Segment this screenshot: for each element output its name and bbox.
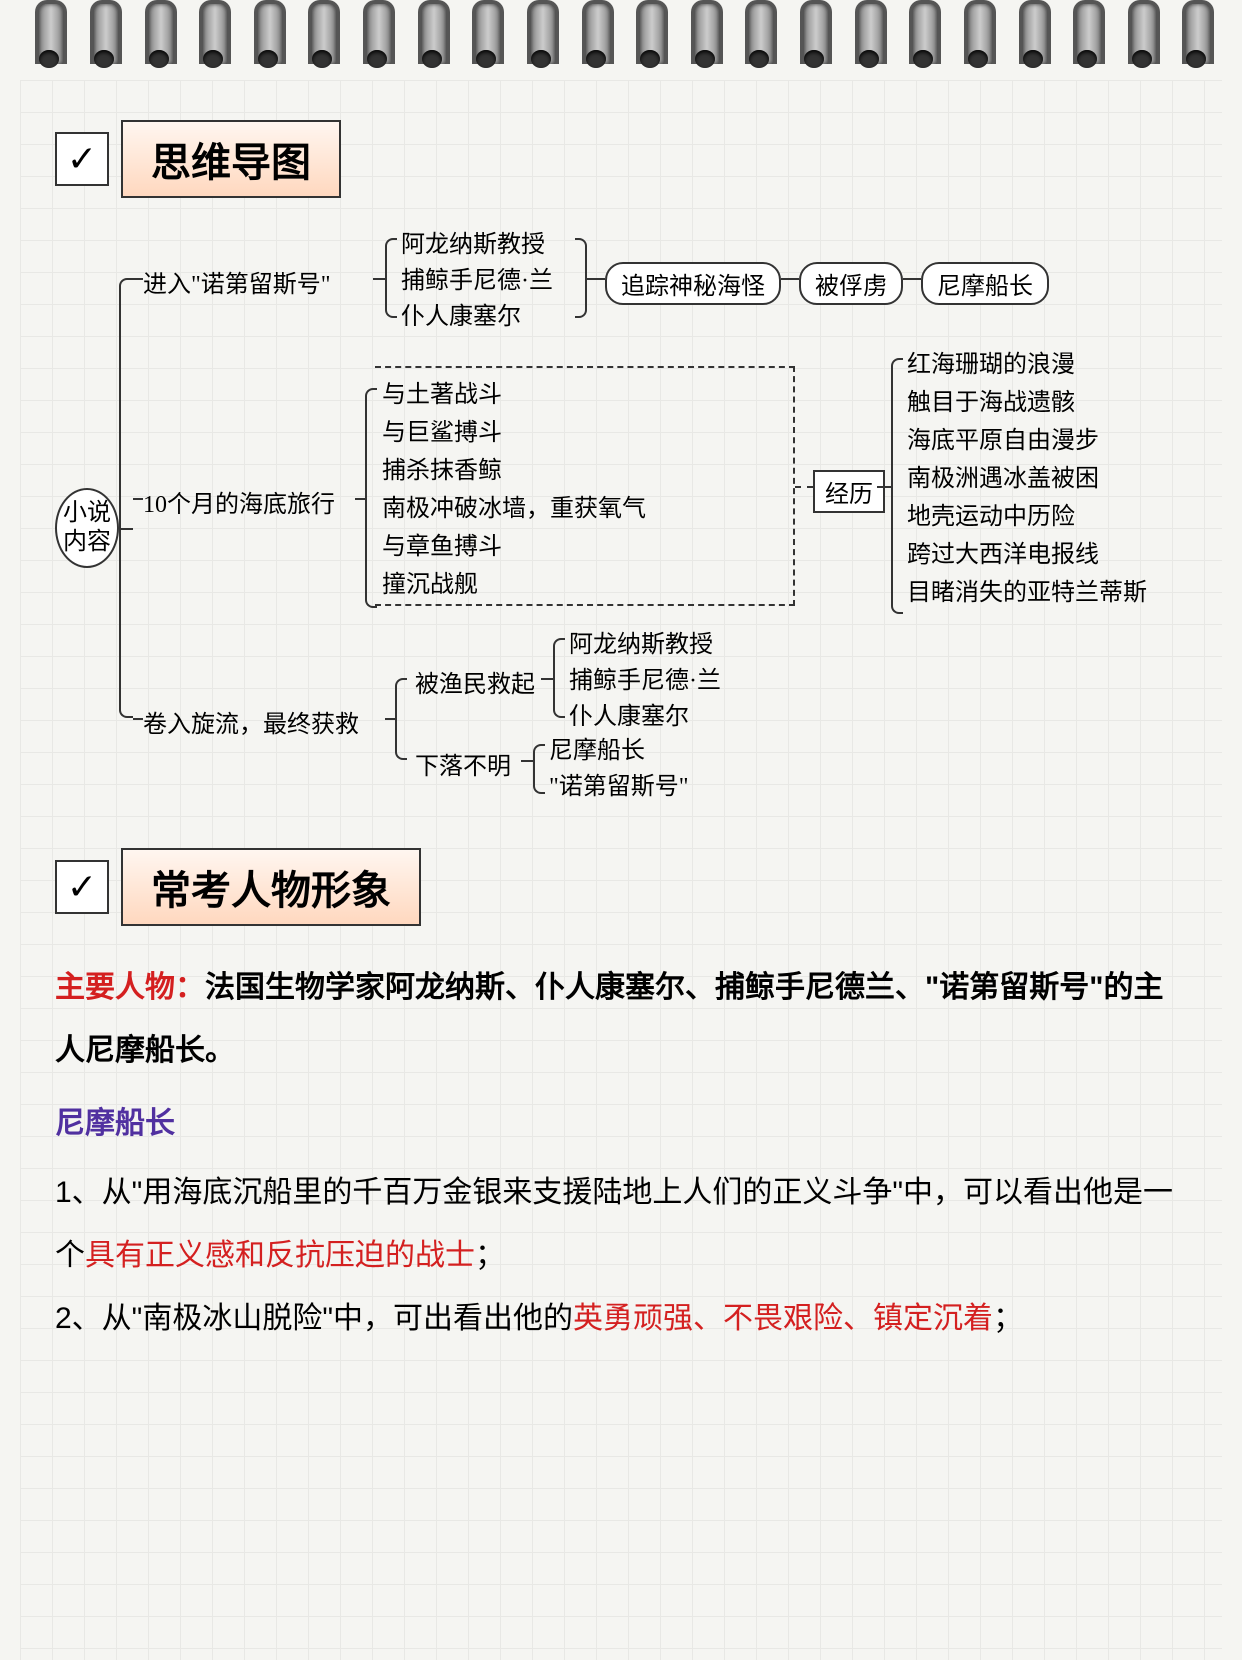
branch1-label: 进入"诺第留斯号" [143, 264, 331, 299]
main-content: 法国生物学家阿龙纳斯、仆人康塞尔、捕鲸手尼德兰、"诺第留斯号"的主人尼摩船长。 [55, 971, 1163, 1067]
exp-6: 目睹消失的亚特兰蒂斯 [907, 572, 1147, 607]
b3s2-1: "诺第留斯号" [549, 766, 689, 801]
p2a: 2、从"南极冰山脱险"中，可出看出他的 [55, 1302, 573, 1335]
notebook-binding [0, 0, 1242, 85]
p2c: ； [993, 1302, 1023, 1335]
b3-sub1: 被渔民救起 [415, 664, 535, 699]
branch2-label: 10个月的海底旅行 [143, 484, 335, 519]
exp-3: 南极洲遇冰盖被困 [907, 458, 1099, 493]
root-node: 小说 内容 [55, 488, 119, 568]
checkmark-icon-2: ✓ [55, 860, 109, 914]
b3-sub2: 下落不明 [415, 746, 511, 781]
chain-1: 被俘虏 [799, 262, 903, 305]
b1-person-0: 阿龙纳斯教授 [401, 224, 545, 259]
mind-map: 小说 内容 进入"诺第留斯号" 阿龙纳斯教授 捕鲸手尼德·兰 仆人康塞尔 追踪神… [55, 228, 1187, 838]
b3s2-0: 尼摩船长 [549, 730, 645, 765]
section-header-1: ✓ 思维导图 [55, 120, 1187, 198]
b3s1-2: 仆人康塞尔 [569, 696, 689, 731]
b3s1-1: 捕鲸手尼德·兰 [569, 660, 721, 695]
b1-person-1: 捕鲸手尼德·兰 [401, 260, 553, 295]
branch3-label: 卷入旋流，最终获救 [143, 704, 359, 739]
b3s1-0: 阿龙纳斯教授 [569, 624, 713, 659]
checkmark-icon: ✓ [55, 132, 109, 186]
section-title-2: 常考人物形象 [121, 848, 421, 926]
p2b: 英勇顽强、不畏艰险、镇定沉着 [573, 1302, 993, 1335]
exp-1: 触目于海战遗骸 [907, 382, 1075, 417]
p1b: 具有正义感和反抗压迫的战士 [85, 1239, 475, 1272]
chain-0: 追踪神秘海怪 [605, 262, 781, 305]
exp-2: 海底平原自由漫步 [907, 420, 1099, 455]
page-content: ✓ 思维导图 小说 内容 进入"诺第留斯号" 阿龙纳斯教授 捕鲸手尼德·兰 仆人… [0, 100, 1242, 1370]
nemo-title: 尼摩船长 [55, 1092, 1187, 1155]
exp-5: 跨过大西洋电报线 [907, 534, 1099, 569]
exp-label: 经历 [813, 470, 885, 513]
p1c: ； [475, 1239, 505, 1272]
exp-0: 红海珊瑚的浪漫 [907, 344, 1075, 379]
section-title-1: 思维导图 [121, 120, 341, 198]
chain-2: 尼摩船长 [921, 262, 1049, 305]
b1-person-2: 仆人康塞尔 [401, 296, 521, 331]
main-label: 主要人物： [55, 971, 205, 1004]
exp-4: 地壳运动中历险 [907, 496, 1075, 531]
body-text: 主要人物：法国生物学家阿龙纳斯、仆人康塞尔、捕鲸手尼德兰、"诺第留斯号"的主人尼… [55, 956, 1187, 1350]
section-header-2: ✓ 常考人物形象 [55, 848, 1187, 926]
